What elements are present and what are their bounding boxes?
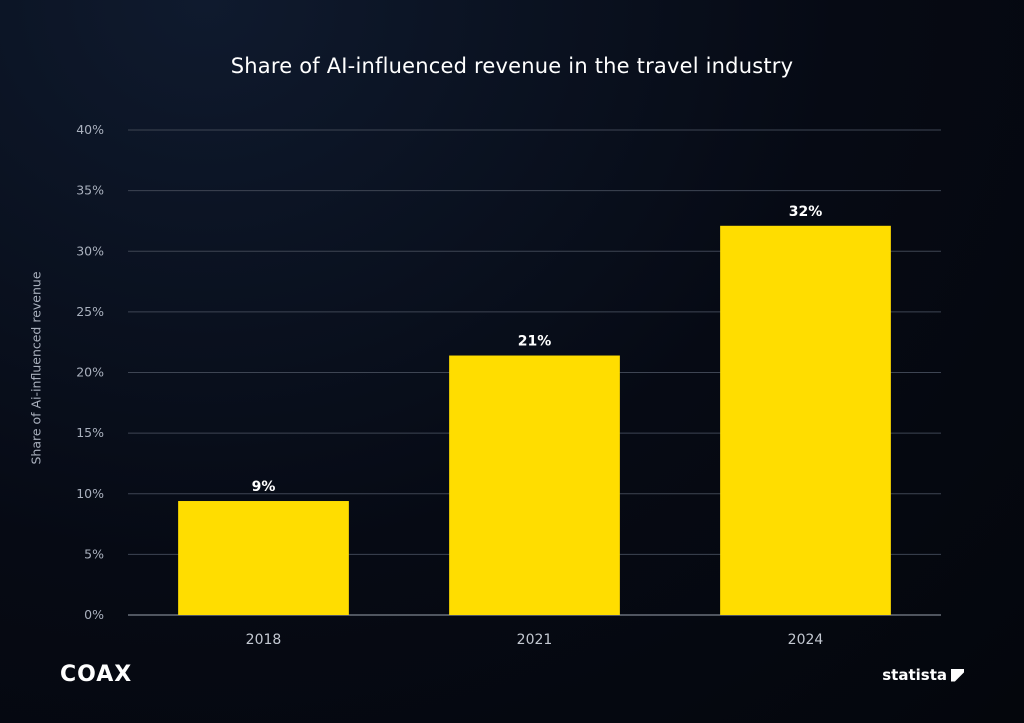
statista-logo-text: statista [882, 666, 947, 684]
y-tick-label: 20% [76, 365, 104, 380]
statista-mark-icon [951, 668, 964, 682]
bar-2021 [449, 355, 620, 615]
x-tick-label: 2024 [788, 632, 824, 648]
y-tick-label: 10% [76, 486, 104, 501]
y-tick-label: 0% [84, 607, 104, 622]
x-tick-label: 2021 [517, 632, 553, 648]
chart-title: Share of AI-influenced revenue in the tr… [230, 54, 794, 78]
data-label-2018: 9% [252, 479, 276, 495]
coax-logo: COAX [60, 662, 133, 687]
y-tick-label: 40% [76, 122, 104, 137]
y-tick-label: 35% [76, 183, 104, 198]
bars [178, 225, 891, 615]
x-tick-labels: 2018 2021 2024 [246, 632, 824, 648]
bar-2018 [178, 501, 349, 615]
x-tick-label: 2018 [246, 632, 282, 648]
y-tick-label: 30% [76, 243, 104, 258]
data-label-2021: 21% [518, 334, 552, 350]
y-tick-label: 5% [84, 546, 104, 561]
y-tick-labels: 0% 5% 10% 15% 20% 25% 30% 35% 40% [76, 122, 104, 622]
data-labels: 9% 21% 32% [252, 204, 823, 495]
y-tick-label: 25% [76, 304, 104, 319]
bar-2024 [720, 225, 891, 615]
data-label-2024: 32% [789, 204, 823, 220]
y-tick-label: 15% [76, 425, 104, 440]
statista-logo: statista [882, 666, 964, 684]
